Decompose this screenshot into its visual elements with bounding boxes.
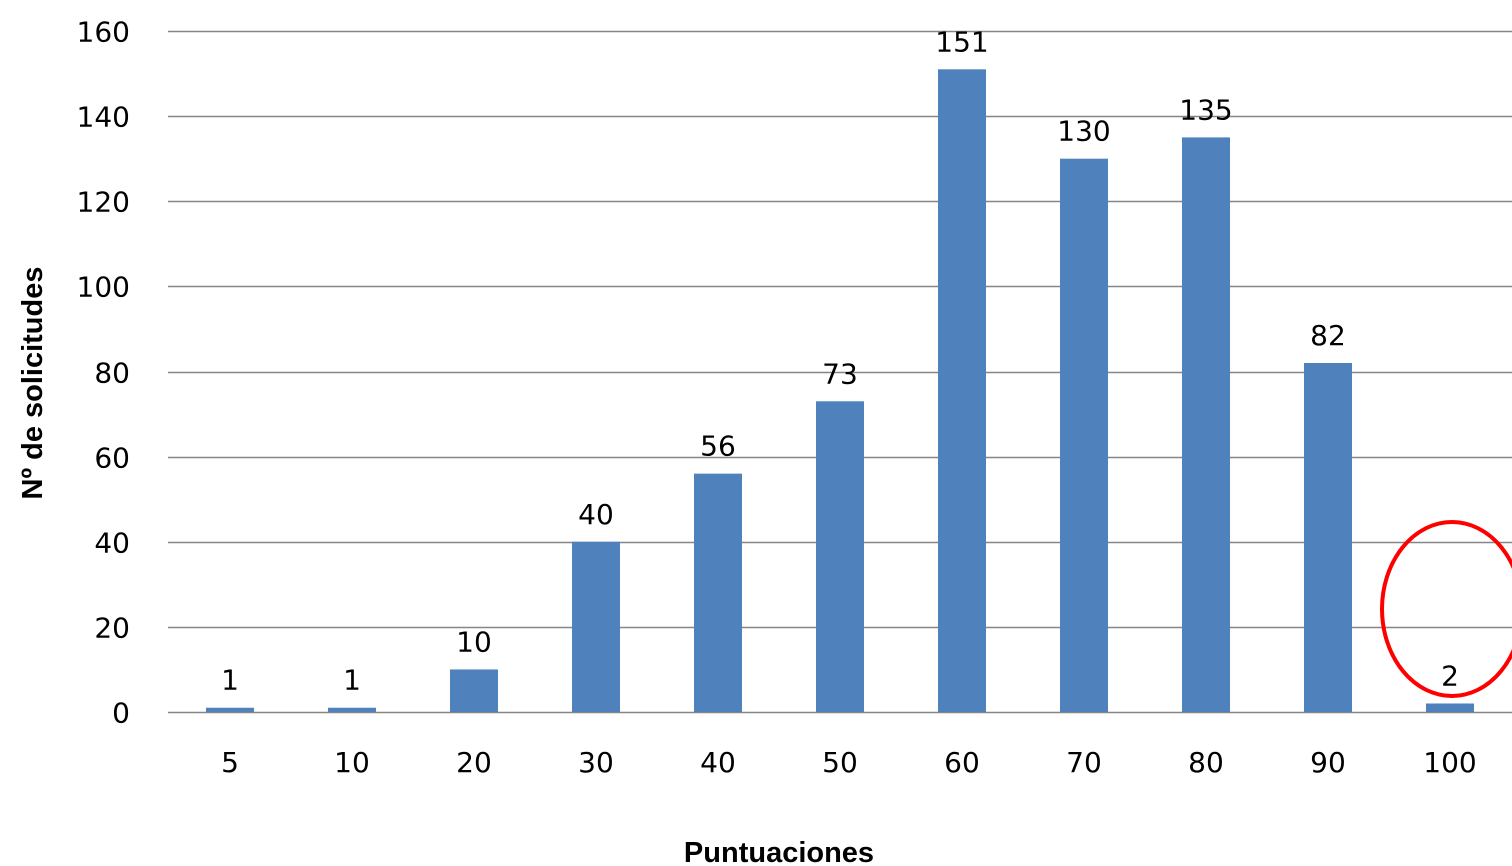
y-tick-label-40: 40 xyxy=(94,527,130,560)
bar-5 xyxy=(206,707,254,712)
y-tick-label-120: 120 xyxy=(77,186,130,219)
data-label-60: 151 xyxy=(935,25,988,58)
y-axis-ticks: 0 20 40 60 80 100 120 140 160 xyxy=(77,16,130,730)
bar-20 xyxy=(450,669,498,712)
bar-10 xyxy=(328,707,376,712)
gridlines xyxy=(168,30,1512,714)
bar-30 xyxy=(572,541,620,712)
x-tick-label-80: 80 xyxy=(1188,746,1224,779)
y-tick-label-100: 100 xyxy=(77,271,130,304)
data-label-5: 1 xyxy=(221,664,239,697)
data-label-20: 10 xyxy=(456,625,492,658)
data-label-50: 73 xyxy=(822,357,858,390)
highlight-circle xyxy=(1380,520,1512,698)
data-label-100: 2 xyxy=(1441,659,1459,692)
data-labels: 1 1 10 40 56 73 151 130 135 82 2 xyxy=(221,25,1459,696)
y-axis-title: Nº de solicitudes xyxy=(17,267,49,500)
bar-50 xyxy=(816,401,864,712)
x-tick-label-90: 90 xyxy=(1310,746,1346,779)
x-tick-label-40: 40 xyxy=(700,746,736,779)
bar-100 xyxy=(1426,703,1474,712)
y-tick-label-160: 160 xyxy=(77,16,130,49)
x-tick-label-30: 30 xyxy=(578,746,614,779)
y-tick-label-0: 0 xyxy=(112,697,130,730)
x-axis-ticks: 5 10 20 30 40 50 60 70 80 90 100 xyxy=(221,746,1477,779)
data-label-90: 82 xyxy=(1310,319,1346,352)
annotations xyxy=(1380,520,1512,698)
x-tick-label-60: 60 xyxy=(944,746,980,779)
x-tick-label-100: 100 xyxy=(1423,746,1476,779)
bar-90 xyxy=(1304,362,1352,712)
bar-80 xyxy=(1182,137,1230,712)
data-label-30: 40 xyxy=(578,498,614,531)
x-tick-label-5: 5 xyxy=(221,746,239,779)
x-tick-label-10: 10 xyxy=(334,746,370,779)
y-tick-label-20: 20 xyxy=(94,612,130,645)
y-tick-label-60: 60 xyxy=(94,442,130,475)
x-tick-label-20: 20 xyxy=(456,746,492,779)
y-tick-label-140: 140 xyxy=(77,101,130,134)
data-label-70: 130 xyxy=(1057,115,1110,148)
y-tick-label-80: 80 xyxy=(94,357,130,390)
x-axis-title: Puntuaciones xyxy=(684,837,874,866)
bar-60 xyxy=(938,69,986,712)
x-tick-label-70: 70 xyxy=(1066,746,1102,779)
x-tick-label-50: 50 xyxy=(822,746,858,779)
bars xyxy=(206,69,1474,712)
bar-70 xyxy=(1060,158,1108,712)
data-label-40: 56 xyxy=(700,430,736,463)
bar-40 xyxy=(694,473,742,712)
data-label-10: 1 xyxy=(343,664,361,697)
data-label-80: 135 xyxy=(1179,93,1232,126)
